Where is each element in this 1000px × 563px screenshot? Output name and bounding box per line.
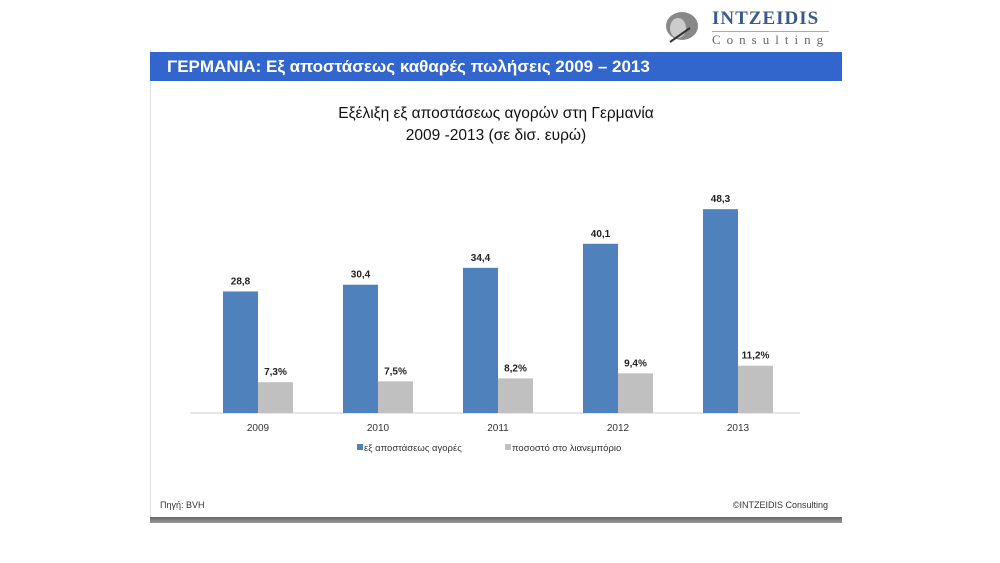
data-label: 7,3% [264,367,287,378]
data-label: 30,4 [351,270,371,281]
data-label: 11,2% [742,351,770,362]
data-label: 8,2% [504,363,527,374]
x-tick-label: 2010 [367,423,390,434]
data-label: 40,1 [591,229,611,240]
bottom-bar [150,517,842,523]
data-label: 48,3 [711,194,731,205]
x-tick-label: 2011 [487,423,509,434]
bar-purchases-2010 [343,284,378,413]
legend-swatch-retail-share [505,444,511,450]
legend-swatch-purchases [357,444,363,450]
legend-label-retail-share: ποσοστό στο λιανεμπόριο [512,443,621,454]
data-label: 34,4 [471,253,491,264]
logo: INTZEIDIS Consulting [660,8,845,50]
chart-subtitle: 2009 -2013 (σε δισ. ευρώ) [405,127,587,144]
bar-purchases-2009 [223,291,258,413]
data-label: 9,4% [624,358,647,369]
bar-purchases-2011 [463,267,498,413]
x-tick-label: 2013 [727,423,750,434]
bar-purchases-2013 [703,209,738,413]
bar-purchases-2012 [583,243,618,413]
logo-subtitle: Consulting [712,31,830,47]
bar-retail-share-2013 [738,365,773,413]
x-tick-label: 2012 [607,423,630,434]
bar-retail-share-2010 [378,381,413,413]
bar-retail-share-2012 [618,373,653,413]
data-label: 28,8 [231,276,251,287]
legend-label-purchases: εξ αποστάσεως αγορές [364,443,462,454]
slide-banner: ΓΕΡΜΑΝΙΑ: Εξ αποστάσεως καθαρές πωλήσεις… [150,52,842,81]
bar-retail-share-2009 [258,382,293,413]
logo-name: INTZEIDIS [712,8,820,29]
x-tick-label: 2009 [247,423,270,434]
bar-retail-share-2011 [498,378,533,413]
source-note: Πηγή: BVH [160,500,205,510]
copyright-note: ©INTZEIDIS Consulting [732,500,828,510]
data-label: 7,5% [384,366,407,377]
head-logo-icon [666,12,698,43]
chart-title: Εξέλιξη εξ αποστάσεως αγορών στη Γερμανί… [338,105,654,122]
